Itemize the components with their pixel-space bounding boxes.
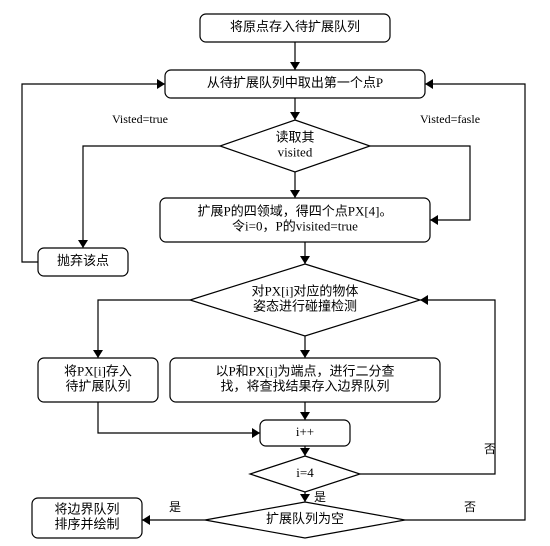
svg-text:从待扩展队列中取出第一个点P: 从待扩展队列中取出第一个点P (207, 75, 383, 90)
svg-text:抛弃该点: 抛弃该点 (57, 253, 109, 268)
svg-text:扩展队列为空: 扩展队列为空 (266, 511, 344, 526)
svg-text:将边界队列: 将边界队列 (54, 501, 119, 516)
svg-text:将PX[i]存入: 将PX[i]存入 (64, 363, 132, 378)
svg-text:姿态进行碰撞检测: 姿态进行碰撞检测 (253, 298, 357, 313)
svg-text:i=4: i=4 (296, 465, 314, 480)
svg-text:令i=0，P的visited=true: 令i=0，P的visited=true (232, 218, 358, 233)
svg-text:Visted=fasle: Visted=fasle (420, 112, 480, 126)
svg-text:读取其: 读取其 (275, 129, 314, 144)
svg-text:是: 是 (314, 490, 326, 504)
svg-text:Visted=true: Visted=true (112, 112, 168, 126)
svg-text:将原点存入待扩展队列: 将原点存入待扩展队列 (230, 19, 360, 34)
svg-text:i++: i++ (296, 424, 314, 439)
svg-text:以P和PX[i]为端点，进行二分查: 以P和PX[i]为端点，进行二分查 (215, 363, 394, 378)
svg-text:否: 否 (464, 500, 476, 514)
svg-text:扩展P的四领域，得四个点PX[4]。: 扩展P的四领域，得四个点PX[4]。 (197, 203, 392, 218)
svg-text:否: 否 (484, 442, 496, 456)
svg-text:对PX[i]对应的物体: 对PX[i]对应的物体 (252, 283, 359, 298)
svg-text:排序并绘制: 排序并绘制 (54, 516, 119, 531)
svg-text:是: 是 (169, 500, 181, 514)
svg-text:待扩展队列: 待扩展队列 (65, 378, 130, 393)
svg-text:visited: visited (278, 144, 313, 159)
svg-text:找，将查找结果存入边界队列: 找，将查找结果存入边界队列 (220, 378, 389, 393)
